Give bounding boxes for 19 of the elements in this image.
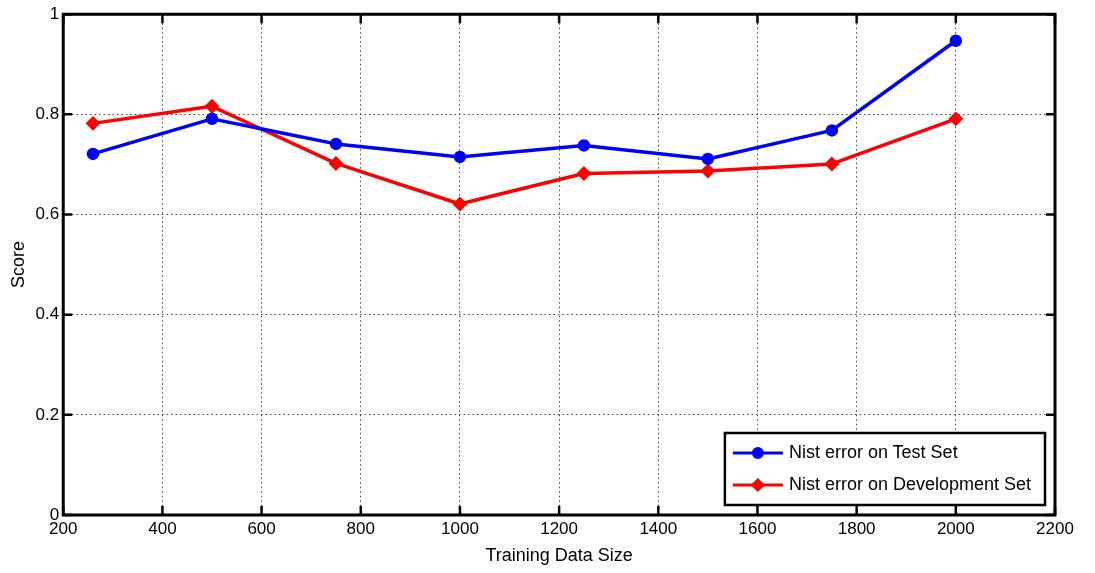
legend-label: Nist error on Test Set [788, 441, 958, 462]
x-tick-label: 1200 [540, 518, 579, 538]
y-tick-label: 0.8 [35, 104, 60, 124]
x-tick-label: 1600 [738, 518, 777, 538]
x-tick-label: 600 [247, 518, 276, 538]
y-tick-label: 0.6 [35, 204, 60, 224]
y-tick-label: 0.2 [35, 404, 60, 424]
x-tick-label: 400 [148, 518, 177, 538]
x-tick-label: 1000 [441, 518, 479, 538]
y-tick-label: 1 [49, 3, 60, 23]
legend-label: Nist error on Development Set [788, 473, 1032, 494]
y-axis-title: Score [7, 241, 28, 289]
x-tick-label: 1800 [837, 518, 876, 538]
y-tick-label: 0.4 [35, 304, 60, 324]
x-tick-label: 1400 [639, 518, 678, 538]
x-axis-title: Training Data Size [485, 545, 633, 566]
x-tick-label: 800 [346, 518, 375, 538]
x-tick-label: 2200 [1036, 518, 1074, 538]
x-tick-label: 2000 [936, 518, 975, 538]
